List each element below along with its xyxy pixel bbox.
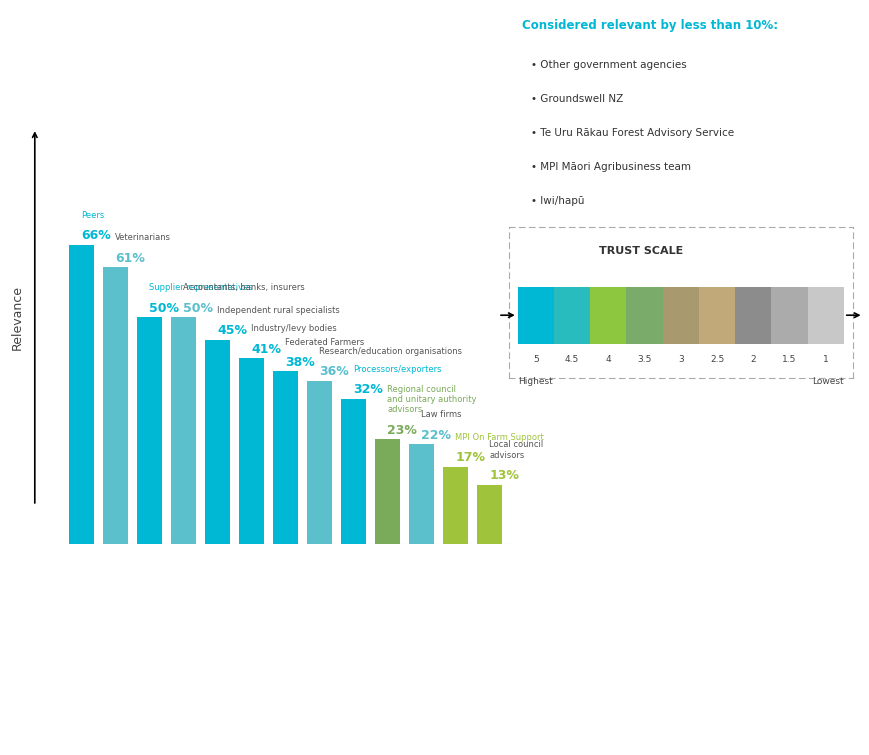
Bar	[375, 439, 399, 544]
Text: 38%: 38%	[285, 356, 315, 369]
Text: Independent rural specialists: Independent rural specialists	[217, 306, 340, 315]
Bar	[554, 287, 589, 344]
Text: Highest: Highest	[517, 378, 552, 387]
Text: 32%: 32%	[353, 384, 383, 396]
Text: • MPI Māori Agribusiness team: • MPI Māori Agribusiness team	[530, 162, 690, 172]
Bar	[517, 287, 554, 344]
Text: Peers: Peers	[81, 211, 104, 220]
Bar	[137, 317, 162, 544]
Bar	[307, 381, 331, 544]
Text: • Other government agencies: • Other government agencies	[530, 60, 686, 70]
Text: 2: 2	[750, 355, 755, 364]
Text: Veterinarians: Veterinarians	[116, 233, 171, 242]
Bar	[442, 467, 468, 544]
Text: • Te Uru Rākau Forest Advisory Service: • Te Uru Rākau Forest Advisory Service	[530, 128, 733, 138]
Text: Regional council
and unitary authority
advisors: Regional council and unitary authority a…	[387, 385, 476, 414]
Text: • Groundswell NZ: • Groundswell NZ	[530, 94, 622, 104]
Text: TRUST SCALE: TRUST SCALE	[599, 246, 683, 256]
Bar	[626, 287, 662, 344]
Text: Relevance: Relevance	[11, 285, 23, 350]
Bar	[734, 287, 771, 344]
Text: 2.5: 2.5	[709, 355, 723, 364]
Text: Local council
advisors: Local council advisors	[489, 440, 543, 460]
Text: Supplier representatives: Supplier representatives	[149, 283, 253, 292]
Bar	[239, 358, 263, 544]
Text: Considered relevant by less than 10%:: Considered relevant by less than 10%:	[521, 19, 777, 32]
Bar	[806, 287, 843, 344]
Text: 61%: 61%	[116, 252, 145, 265]
Text: 45%: 45%	[217, 325, 247, 337]
Bar	[589, 287, 626, 344]
Text: Federated Farmers: Federated Farmers	[285, 337, 364, 347]
Bar	[771, 287, 806, 344]
Text: Research/education organisations: Research/education organisations	[319, 347, 462, 356]
Text: 22%: 22%	[421, 429, 451, 442]
Text: Lowest: Lowest	[812, 378, 843, 387]
Bar	[205, 340, 229, 544]
Text: 5: 5	[533, 355, 538, 364]
Text: 13%: 13%	[489, 470, 519, 482]
Text: Processors/exporters: Processors/exporters	[353, 365, 441, 374]
Text: 36%: 36%	[319, 365, 348, 378]
Text: MPI On Farm Support: MPI On Farm Support	[455, 433, 544, 442]
Text: 17%: 17%	[455, 451, 485, 464]
Text: Law firms: Law firms	[421, 410, 461, 419]
Bar	[171, 317, 196, 544]
Bar	[69, 245, 94, 544]
Bar	[662, 287, 698, 344]
Bar	[103, 267, 128, 544]
Text: 4: 4	[605, 355, 610, 364]
Text: 41%: 41%	[251, 343, 281, 356]
Text: 66%: 66%	[81, 230, 111, 242]
Text: 4.5: 4.5	[564, 355, 579, 364]
Text: Industry/levy bodies: Industry/levy bodies	[251, 324, 337, 333]
Text: 1.5: 1.5	[781, 355, 796, 364]
Text: Accountants, banks, insurers: Accountants, banks, insurers	[183, 283, 305, 292]
Text: 3: 3	[677, 355, 683, 364]
Text: 50%: 50%	[149, 302, 179, 315]
Text: 1: 1	[822, 355, 827, 364]
Text: 50%: 50%	[183, 302, 213, 315]
Bar	[477, 485, 501, 544]
Bar	[273, 371, 297, 544]
Bar	[408, 444, 434, 544]
Bar	[698, 287, 734, 344]
Bar	[341, 399, 365, 544]
Text: • Iwi/hapū: • Iwi/hapū	[530, 196, 583, 206]
Text: 3.5: 3.5	[637, 355, 651, 364]
Text: 23%: 23%	[387, 424, 417, 437]
